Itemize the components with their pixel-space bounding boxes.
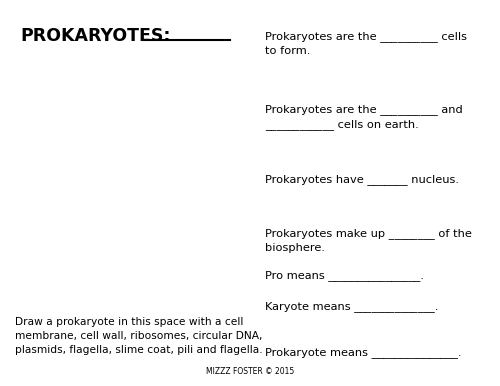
Text: Prokaryotes are the __________ cells
to form.: Prokaryotes are the __________ cells to … [265, 31, 467, 56]
Text: Prokaryotes make up ________ of the
biosphere.: Prokaryotes make up ________ of the bios… [265, 228, 472, 253]
Text: Prokaryotes have _______ nucleus.: Prokaryotes have _______ nucleus. [265, 174, 459, 185]
Text: Prokaryote means _______________.: Prokaryote means _______________. [265, 347, 462, 358]
Text: MIZZZ FOSTER © 2015: MIZZZ FOSTER © 2015 [206, 367, 294, 376]
Text: Pro means ________________.: Pro means ________________. [265, 270, 424, 281]
Text: Draw a prokaryote in this space with a cell
membrane, cell wall, ribosomes, circ: Draw a prokaryote in this space with a c… [15, 317, 262, 354]
Text: Prokaryotes are the __________ and
____________ cells on earth.: Prokaryotes are the __________ and _____… [265, 104, 463, 130]
Text: PROKARYOTES:: PROKARYOTES: [20, 27, 171, 45]
Text: Karyote means ______________.: Karyote means ______________. [265, 301, 438, 312]
